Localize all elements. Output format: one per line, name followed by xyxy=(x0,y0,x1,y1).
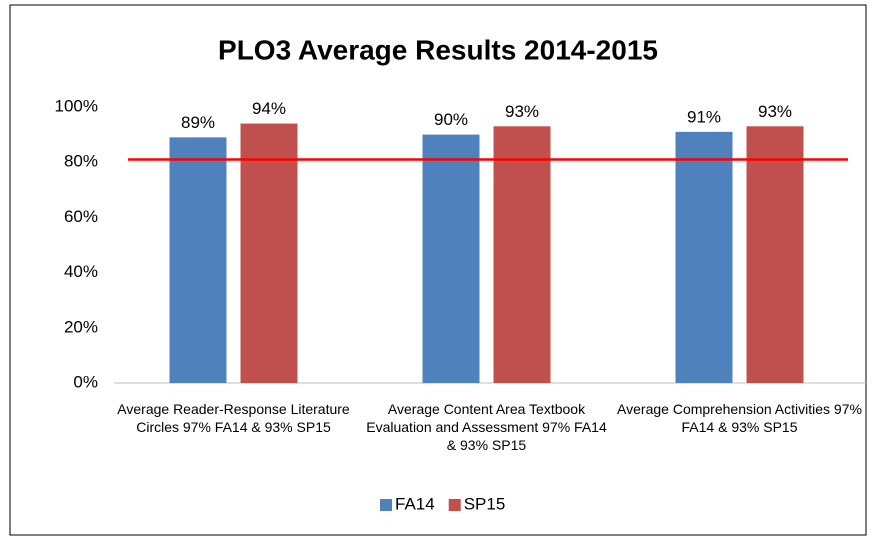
bar xyxy=(493,126,551,383)
data-label: 89% xyxy=(181,113,215,132)
legend-swatch xyxy=(448,499,461,511)
y-tick-label: 0% xyxy=(73,372,98,391)
bar xyxy=(422,134,480,383)
legend-swatch xyxy=(380,499,392,511)
y-tick-label: 40% xyxy=(64,262,98,281)
bar xyxy=(675,131,733,383)
data-label: 90% xyxy=(434,110,468,129)
x-tick-label: Average Content Area Textbook Evaluation… xyxy=(366,401,607,453)
y-tick-label: 60% xyxy=(64,207,98,226)
y-tick-label: 100% xyxy=(55,96,98,115)
x-tick-label: Average Reader-Response Literature Circl… xyxy=(117,401,350,435)
legend-label: SP15 xyxy=(464,494,506,513)
data-label: 93% xyxy=(758,102,792,121)
y-tick-label: 80% xyxy=(64,152,98,171)
bar xyxy=(746,126,804,383)
bar xyxy=(240,123,298,383)
chart-title: PLO3 Average Results 2014-2015 xyxy=(218,34,658,65)
y-tick-label: 20% xyxy=(64,317,98,336)
legend-label: FA14 xyxy=(395,494,435,513)
bar xyxy=(169,137,227,383)
x-tick-label: Average Comprehension Activities 97% FA1… xyxy=(617,401,862,435)
data-label: 91% xyxy=(687,107,721,126)
data-label: 94% xyxy=(252,99,286,118)
data-label: 93% xyxy=(505,102,539,121)
